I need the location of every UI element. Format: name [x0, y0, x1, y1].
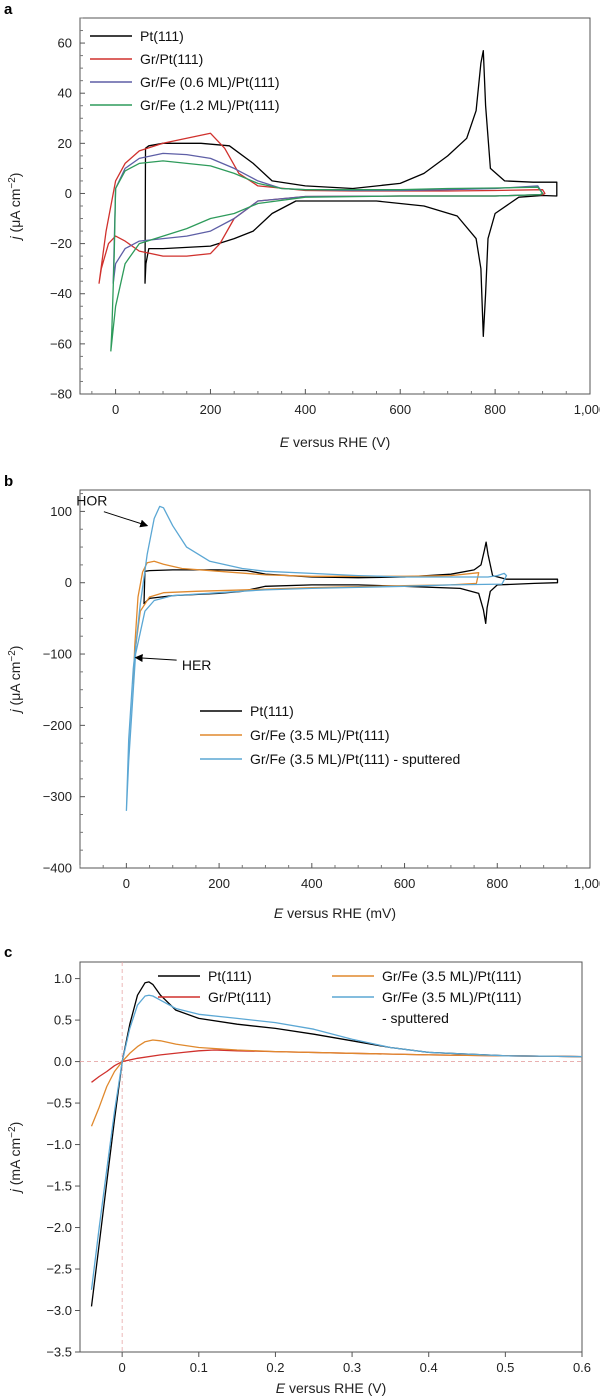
y-tick-label: −40 [50, 286, 72, 301]
y-tick-label: 0 [65, 186, 72, 201]
series-line-2 [132, 560, 480, 685]
y-tick-label: 20 [58, 136, 72, 151]
x-tick-label: 400 [294, 402, 316, 417]
legend-label: Gr/Fe (3.5 ML)/Pt(111) [250, 727, 390, 743]
y-tick-label: 0 [65, 575, 72, 590]
plot-frame [79, 489, 591, 869]
series-line-1 [144, 49, 558, 337]
y-axis-title: j (μA cm−2) [7, 646, 24, 715]
x-tick-label: 200 [208, 876, 230, 891]
x-tick-label: 0.3 [343, 1360, 361, 1375]
x-tick-label: 200 [200, 402, 222, 417]
annotation-label: HOR [76, 493, 107, 509]
legend-label: Gr/Pt(111) [208, 989, 271, 1005]
panel-letter-a: a [4, 1, 13, 18]
y-tick-label: −100 [43, 647, 72, 662]
series-line-2 [91, 1049, 582, 1083]
plot-frame [79, 961, 583, 1353]
y-tick-label: −60 [50, 336, 72, 351]
x-tick-label: 400 [301, 876, 323, 891]
x-tick-label: 0.6 [573, 1360, 591, 1375]
y-tick-label: −200 [43, 718, 72, 733]
y-axis-title: j (μA cm−2) [7, 173, 24, 242]
legend-label: Gr/Pt(111) [140, 51, 203, 67]
legend-label: Gr/Fe (0.6 ML)/Pt(111) [140, 74, 280, 90]
x-tick-label: 800 [486, 876, 508, 891]
y-tick-label: 0.5 [54, 1013, 72, 1028]
series-line-3 [112, 152, 544, 284]
x-tick-label: 1,000 [574, 402, 600, 417]
annotation-arrow [103, 511, 149, 528]
x-tick-label: 0.2 [266, 1360, 284, 1375]
series-line-1 [90, 981, 582, 1307]
y-tick-label: −300 [43, 789, 72, 804]
x-tick-label: 600 [389, 402, 411, 417]
annotation-label: HER [182, 657, 212, 673]
x-tick-label: 0.1 [190, 1360, 208, 1375]
legend-label: Pt(111) [208, 968, 252, 984]
series-line-3 [125, 505, 508, 811]
x-tick-label: 1,000 [574, 876, 600, 891]
series-line-3 [90, 1039, 582, 1127]
y-axis-title: j (mA cm−2) [7, 1122, 24, 1195]
y-tick-label: 0.0 [54, 1054, 72, 1069]
legend-label: Gr/Fe (3.5 ML)/Pt(111) - sputtered [250, 751, 460, 767]
y-tick-label: 40 [58, 86, 72, 101]
x-axis-title: E versus RHE (mV) [274, 905, 396, 921]
y-tick-label: 100 [50, 504, 72, 519]
legend-label: Gr/Fe (1.2 ML)/Pt(111) [140, 97, 280, 113]
x-axis-title: E versus RHE (V) [276, 1380, 386, 1396]
legend-label: Pt(111) [250, 703, 294, 719]
y-tick-label: −3.0 [46, 1303, 72, 1318]
x-tick-label: 0 [112, 402, 119, 417]
panel-c-chart: 0 0.1 0.2 0.3 0.4 0.5 0.6 −3.5 −3.0 −2.5 −2.0 −1.5 −… [7, 961, 591, 1396]
series-line-4 [110, 160, 544, 352]
y-tick-label: 60 [58, 36, 72, 51]
y-tick-label: −400 [43, 861, 72, 876]
y-tick-label: −1.5 [46, 1179, 72, 1194]
legend-label: Pt(111) [140, 28, 184, 44]
panel-a-chart: 0 200 400 600 800 1,000 −80 −60 −40 −20 0 20 40 60 E v… [7, 17, 600, 450]
y-tick-label: 1.0 [54, 971, 72, 986]
panel-b-chart: 0 200 400 600 800 1,000 −400 −300 −200 −100 0 100 E … [7, 489, 600, 921]
x-tick-label: 600 [394, 876, 416, 891]
y-tick-label: −2.0 [46, 1220, 72, 1235]
x-tick-label: 0 [123, 876, 130, 891]
y-tick-label: −3.5 [46, 1345, 72, 1360]
series-line-1 [143, 541, 559, 625]
legend-label: Gr/Fe (3.5 ML)/Pt(111) [382, 968, 522, 984]
x-tick-label: 0.4 [420, 1360, 438, 1375]
annotation-arrow [134, 654, 177, 663]
y-tick-label: −20 [50, 236, 72, 251]
y-tick-label: −2.5 [46, 1262, 72, 1277]
series-line-4 [90, 994, 582, 1290]
y-tick-label: −0.5 [46, 1096, 72, 1111]
y-tick-label: −1.0 [46, 1137, 72, 1152]
x-tick-label: 800 [484, 402, 506, 417]
legend-label: Gr/Fe (3.5 ML)/Pt(111) [382, 989, 522, 1005]
y-tick-label: −80 [50, 387, 72, 402]
panel-letter-b: b [4, 473, 13, 490]
panel-letter-c: c [4, 944, 12, 961]
x-axis-title: E versus RHE (V) [280, 434, 390, 450]
series-line-2 [98, 132, 546, 284]
x-tick-label: 0 [119, 1360, 126, 1375]
legend-label: - sputtered [382, 1010, 449, 1026]
x-tick-label: 0.5 [496, 1360, 514, 1375]
